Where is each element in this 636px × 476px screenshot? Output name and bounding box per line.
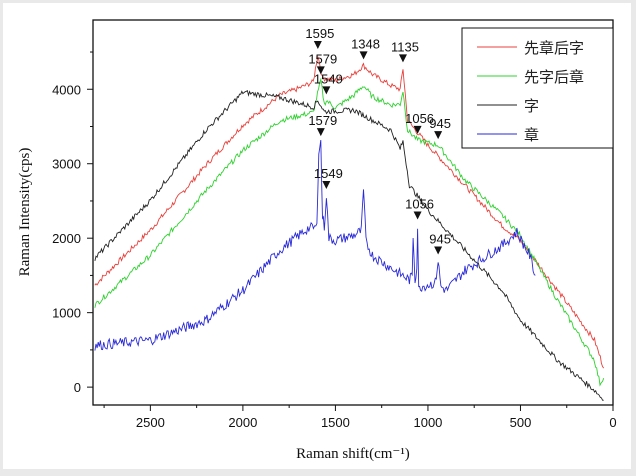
legend-label: 先字后章 [524,68,584,86]
plot-area-border [92,19,614,406]
peak-label: 1579 [308,51,337,66]
peak-marker-icon [313,41,322,49]
peak-label: 1056 [405,111,434,126]
peak-label: 1056 [405,197,434,212]
series-layer [94,56,605,401]
peak-marker-icon [359,51,368,60]
series-line-1 [94,77,605,387]
series-line-3 [94,139,536,351]
legend-label: 先章后字 [524,39,584,57]
x-axis-label: Raman shift(cm⁻¹) [296,446,410,462]
x-tick-label: 2000 [228,415,257,430]
annotations-layer: 1595157913481549113510569451579154910569… [305,26,451,255]
x-tick-label: 1000 [413,415,442,430]
series-line-0 [94,56,605,369]
peak-marker-icon [434,131,443,140]
peak-label: 1579 [308,113,337,128]
peak-marker-icon [413,125,422,134]
ticks-layer: 2500 2000 1500 1000 500 0 0 1000 2000 3000 4000 [52,51,617,430]
y-tick-label: 3000 [52,157,81,172]
peak-label: 1549 [314,166,343,181]
y-tick-label: 1000 [52,306,81,321]
peak-label: 1549 [314,71,343,86]
x-tick-label: 500 [510,415,532,430]
legend-label: 字 [524,97,539,115]
peak-label: 1135 [391,39,419,54]
peak-label: 1348 [351,36,380,51]
peak-marker-icon [413,211,422,220]
y-tick-label: 2000 [52,231,81,246]
peak-label: 945 [429,232,451,247]
x-tick-label: 2500 [136,415,165,430]
legend-box [461,27,614,149]
peak-label: 1595 [305,26,334,41]
peak-marker-icon [322,181,331,189]
peak-label: 945 [429,116,451,131]
x-tick-label: 0 [609,415,616,430]
peak-marker-icon [398,54,407,63]
y-tick-label: 0 [74,380,81,395]
y-axis-label: Raman Intensity(cps) [17,148,33,277]
peak-marker-icon [434,246,443,255]
y-tick-label: 4000 [52,82,81,97]
x-tick-label: 1500 [321,415,350,430]
legend-label: 章 [524,126,539,144]
peak-marker-icon [316,66,325,75]
series-line-2 [94,90,604,401]
peak-marker-icon [322,86,331,95]
peak-marker-icon [316,128,325,137]
